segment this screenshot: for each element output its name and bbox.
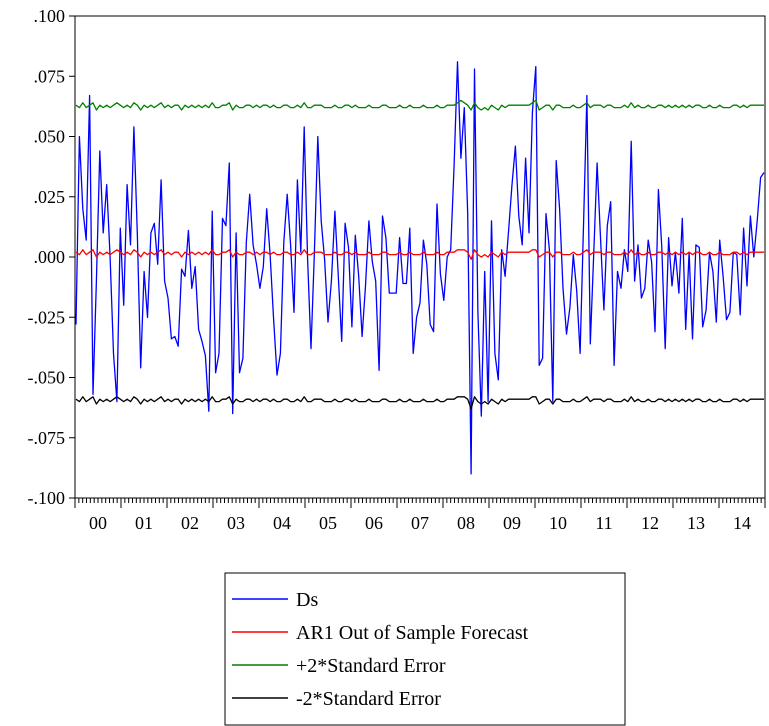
y-tick-label: .100 [34,6,66,26]
y-tick-label: .050 [34,127,66,147]
x-tick-label: 05 [319,513,337,533]
axes: .100 .075 .050 .025 .000 -.025 -.050 -.075 -.100… [28,6,766,533]
y-tick-label: -.075 [28,428,66,448]
x-tick-label: 06 [365,513,383,533]
legend-label: -2*Standard Error [296,688,441,710]
legend-label: +2*Standard Error [296,655,446,677]
series-line-2 [75,249,764,261]
x-tick-label: 03 [227,513,245,533]
x-tick-label: 12 [641,513,659,533]
x-tick-label: 09 [503,513,521,533]
x-tick-label: 02 [181,513,199,533]
x-tick-label: 14 [733,513,751,533]
x-tick-label: 11 [595,513,612,533]
y-tick-label: -.050 [28,368,66,388]
x-tick-label: 13 [687,513,705,533]
y-tick-label: .000 [34,247,66,267]
legend-label: Ds [296,589,318,611]
legend-label: AR1 Out of Sample Forecast [296,622,529,644]
x-tick-label: 00 [89,513,107,533]
x-tick-label: 07 [411,513,429,533]
x-tick-label: 10 [549,513,567,533]
x-tick-label: 01 [135,513,153,533]
plot-area [75,61,765,475]
legend: Ds AR1 Out of Sample Forecast +2*Standard … [224,572,626,726]
x-tick-label: 08 [457,513,475,533]
series-line-1 [75,61,765,475]
y-tick-label: .075 [34,66,66,86]
x-tick-label: 04 [273,513,291,533]
y-tick-label: .025 [34,187,66,207]
y-tick-label: -.025 [28,307,66,327]
series-line-3 [75,99,764,111]
series-line-4 [75,396,764,410]
y-tick-label: -.100 [28,488,66,508]
legend-box [224,572,626,726]
